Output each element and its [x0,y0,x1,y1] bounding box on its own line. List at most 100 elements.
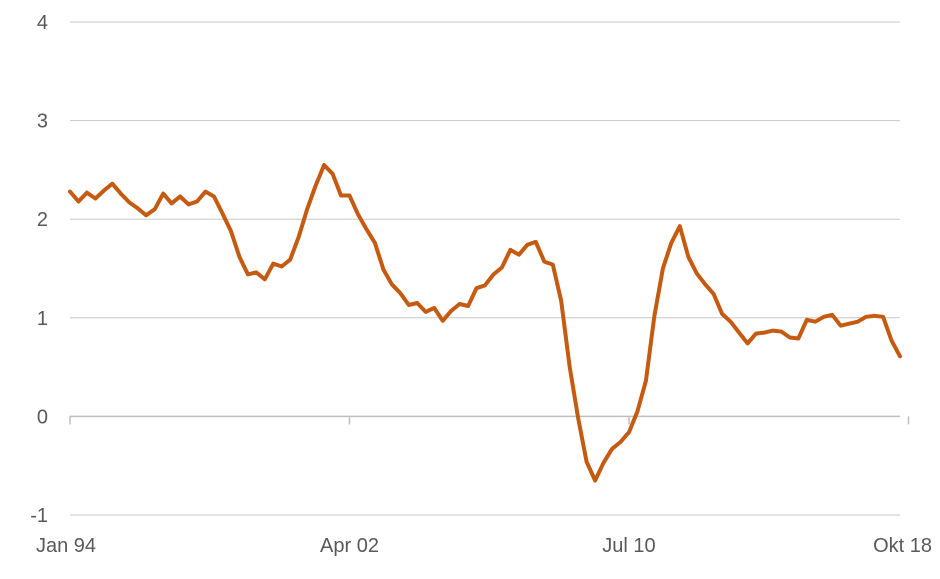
data-point [195,200,199,204]
data-point [263,277,267,281]
data-point [390,282,394,286]
data-point [619,440,623,444]
data-point [136,206,140,210]
data-point [551,263,555,267]
data-point [763,331,767,335]
data-point [559,299,563,303]
data-point [610,447,614,451]
data-point [322,163,326,167]
data-point [873,314,877,318]
data-point [754,332,758,336]
data-point [602,461,606,465]
data-point [508,248,512,252]
data-point [737,331,741,335]
data-point [85,191,89,195]
data-point [153,207,157,211]
data-point [627,430,631,434]
data-point [297,235,301,239]
data-point [398,291,402,295]
data-point [348,194,352,198]
data-point [720,312,724,316]
data-point [161,192,165,196]
data-point [144,213,148,217]
data-point [525,243,529,247]
data-point [187,202,191,206]
data-point [492,272,496,276]
data-point [517,253,521,257]
data-point [229,229,233,233]
series-line [68,163,902,483]
data-point [652,314,656,318]
x-tick-label: Apr 02 [320,535,379,557]
data-point [432,306,436,310]
data-point [246,272,250,276]
data-point [534,240,538,244]
data-point [593,479,597,483]
data-point [415,301,419,305]
y-tick-label: 3 [37,111,48,133]
data-point [364,227,368,231]
data-point [178,195,182,199]
data-point [314,184,318,188]
data-point [890,339,894,343]
data-point [305,207,309,211]
data-point [475,286,479,290]
data-point [712,292,716,296]
data-point [542,260,546,264]
data-point [669,241,673,245]
data-point [813,320,817,324]
data-point [373,241,377,245]
data-point [661,267,665,271]
data-point [779,330,783,334]
data-point [466,304,470,308]
data-point [93,197,97,201]
data-point [746,341,750,345]
data-point [635,410,639,414]
y-tick-label: -1 [30,505,48,527]
data-point [356,212,360,216]
y-tick-label: 2 [37,209,48,231]
data-point [686,255,690,259]
data-point [788,336,792,340]
data-point [864,315,868,319]
data-point [805,318,809,322]
data-point [695,271,699,275]
data-point [830,313,834,317]
data-point [576,416,580,420]
x-tick-label: Jul 10 [602,535,655,557]
data-point [585,460,589,464]
x-tick-label: Okt 18 [873,535,932,557]
data-point [110,182,114,186]
data-point [881,315,885,319]
data-point [331,172,335,176]
data-point [102,189,106,193]
y-axis: -1 0 1 2 3 4 [30,12,48,527]
data-point [271,262,275,266]
data-point [847,322,851,326]
data-point [729,320,733,324]
data-point [796,337,800,341]
y-tick-label: 0 [37,406,48,428]
data-point [381,268,385,272]
data-point [449,309,453,313]
data-point [771,329,775,333]
data-point [212,195,216,199]
data-point [458,302,462,306]
data-point [280,265,284,269]
x-axis: Jan 94 Apr 02 Jul 10 Okt 18 [36,416,932,557]
data-point [678,224,682,228]
y-tick-label: 4 [37,12,48,34]
data-point [644,379,648,383]
gridlines [70,21,900,516]
data-point [170,201,174,205]
data-point [898,354,902,358]
data-point [77,200,81,204]
data-point [856,320,860,324]
data-point [483,283,487,287]
data-point [288,258,292,262]
data-point [500,266,504,270]
x-tick-label: Jan 94 [36,535,96,557]
data-point [127,200,131,204]
data-point [119,192,123,196]
